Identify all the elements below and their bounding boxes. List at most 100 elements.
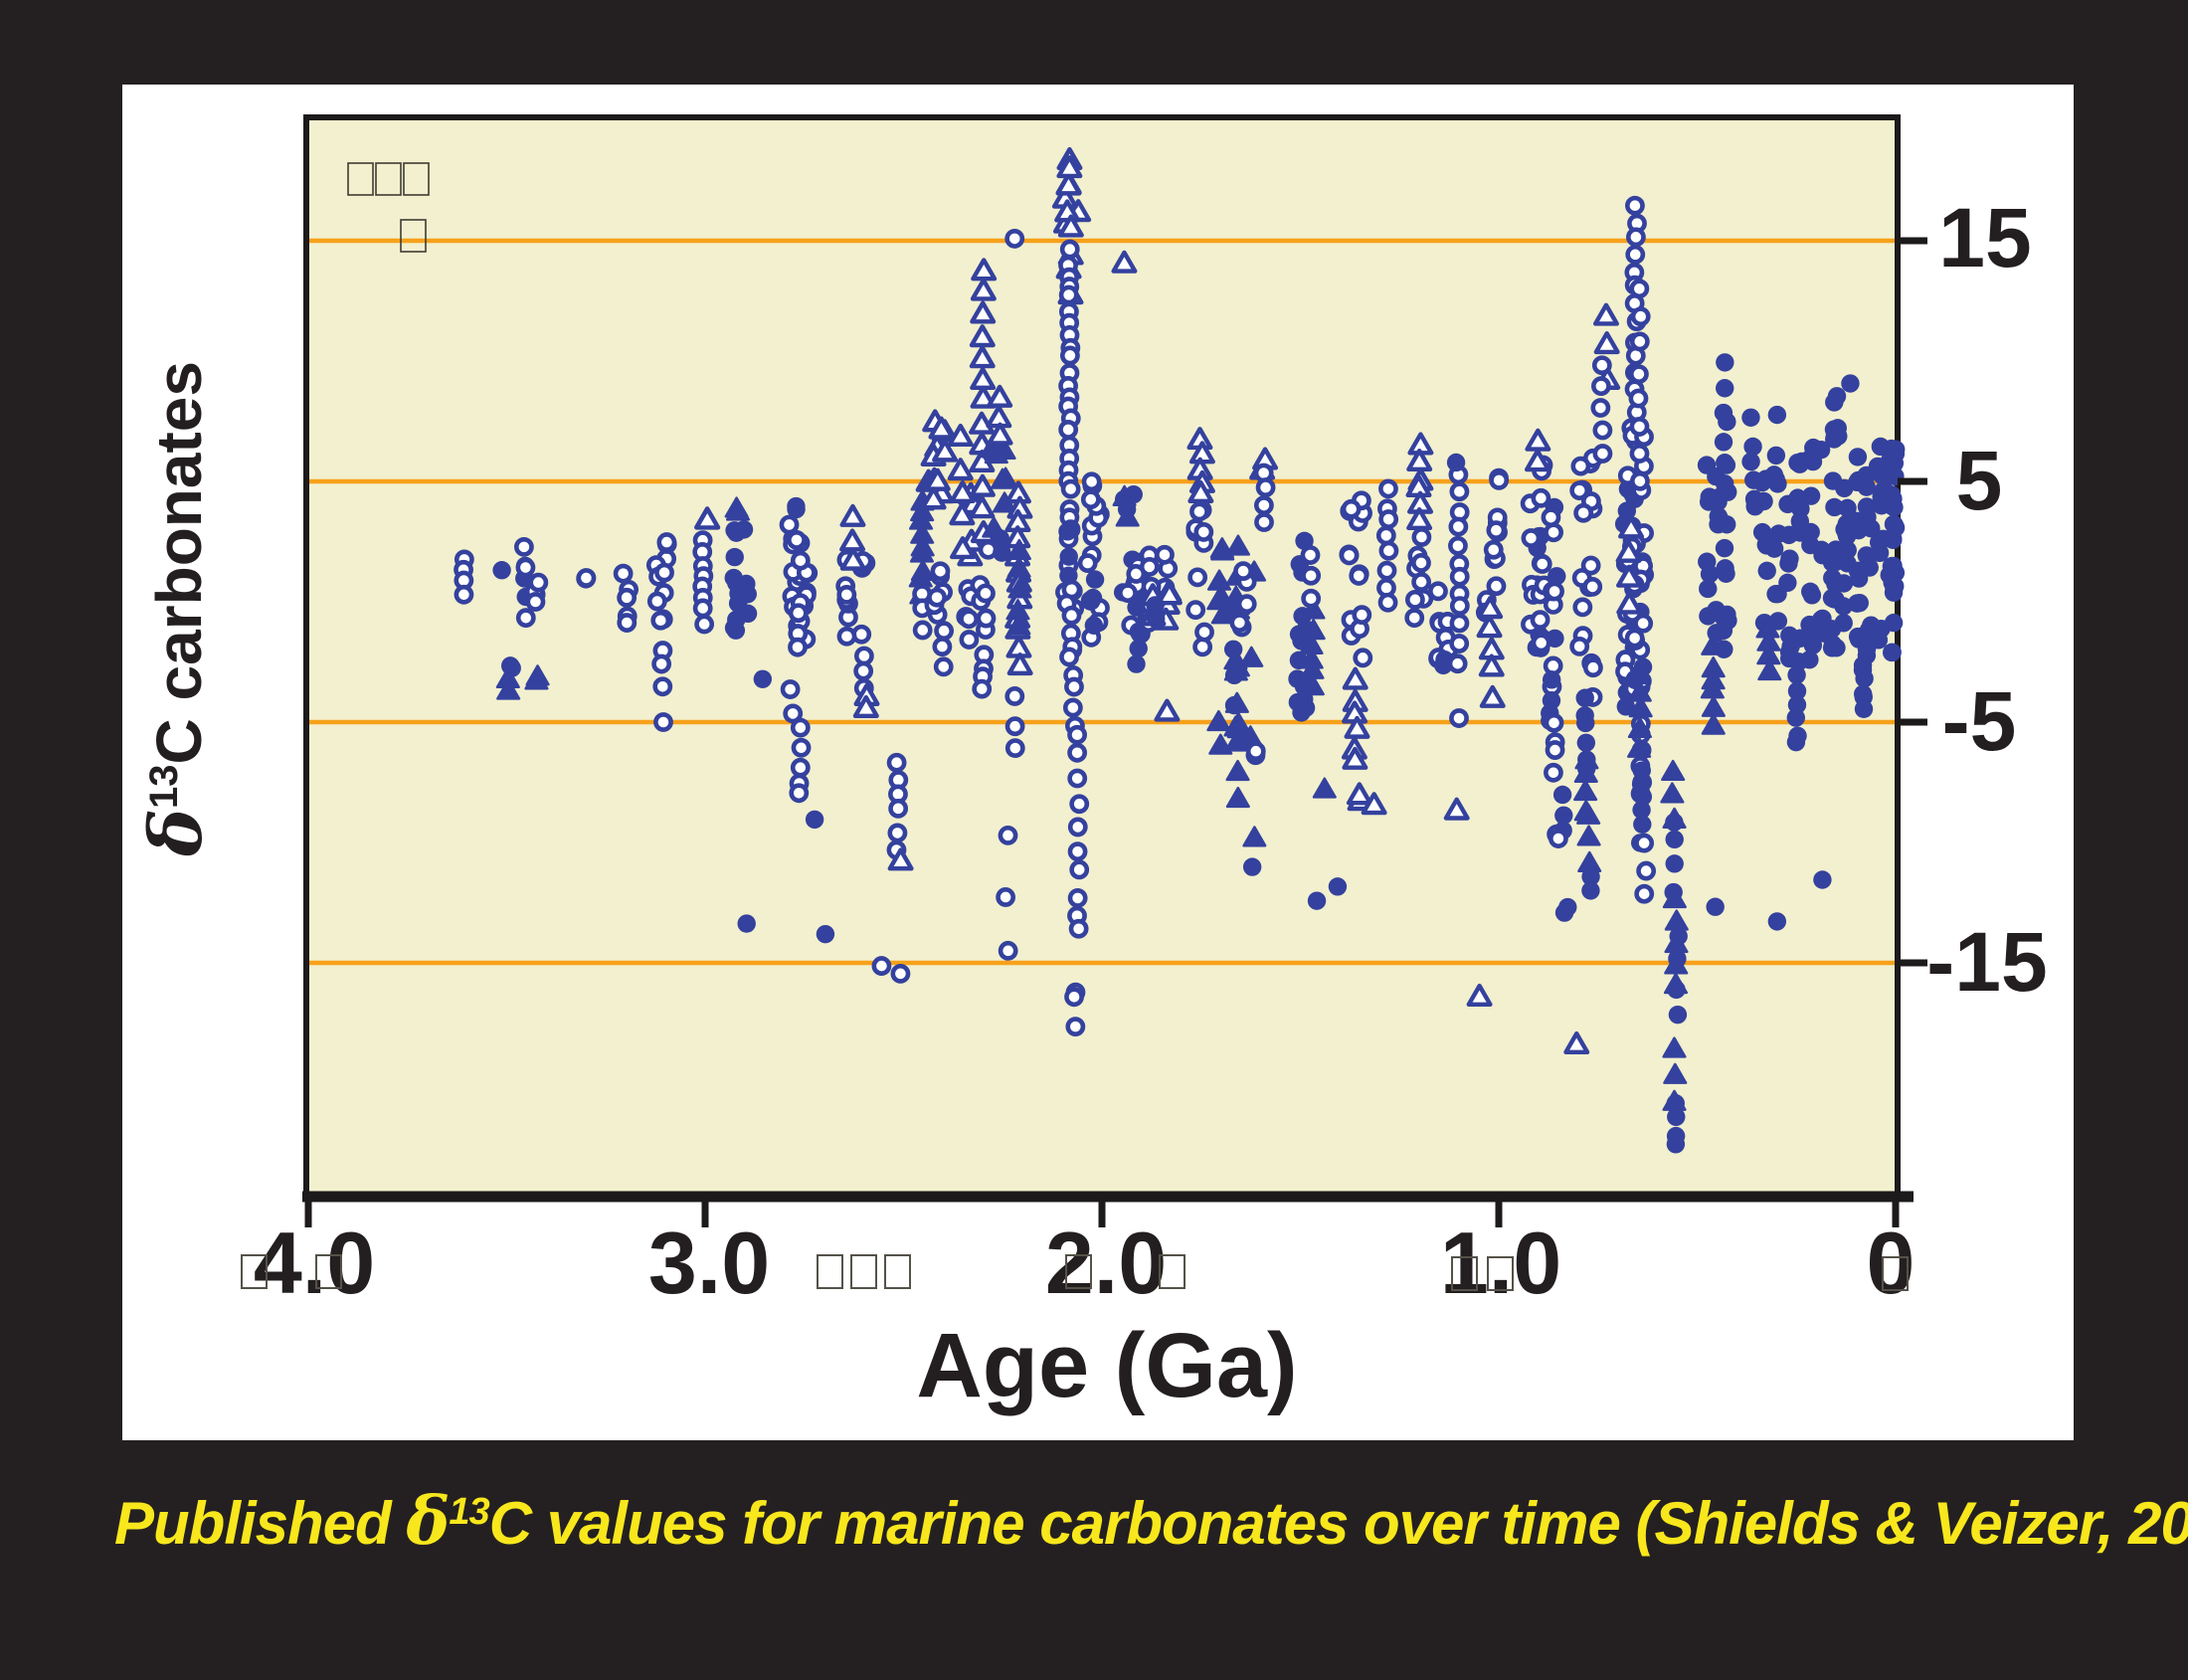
scatter-point-open-triangle bbox=[1055, 172, 1082, 196]
scatter-point-open-circle bbox=[1189, 501, 1209, 522]
scatter-point-filled-circle bbox=[991, 529, 1009, 548]
scatter-point-open-circle bbox=[788, 637, 808, 657]
scatter-point-filled-circle bbox=[1581, 867, 1600, 886]
scatter-point-filled-circle bbox=[1887, 440, 1906, 460]
scatter-point-open-triangle bbox=[970, 385, 997, 409]
scatter-point-filled-circle bbox=[1741, 408, 1760, 427]
scatter-point-filled-circle bbox=[1059, 566, 1078, 585]
scatter-point-filled-circle bbox=[1666, 1094, 1685, 1113]
scatter-point-filled-circle bbox=[1059, 547, 1078, 566]
scatter-point-open-circle bbox=[790, 717, 811, 738]
missing-glyph-box bbox=[1451, 1256, 1478, 1291]
scatter-point-open-circle bbox=[1636, 860, 1657, 881]
scatter-point-open-circle bbox=[513, 536, 534, 557]
scatter-point-open-circle bbox=[780, 679, 801, 699]
scatter-point-filled-circle bbox=[1668, 1005, 1688, 1025]
scatter-point-open-circle bbox=[1193, 522, 1214, 542]
scatter-point-open-circle bbox=[1352, 605, 1372, 626]
scatter-point-filled-circle bbox=[725, 547, 744, 567]
missing-glyph-box bbox=[400, 219, 427, 253]
scatter-point-open-circle bbox=[1634, 833, 1655, 853]
scatter-point-filled-circle bbox=[1058, 522, 1077, 541]
missing-glyph-box bbox=[375, 162, 402, 196]
scatter-point-open-circle bbox=[1624, 628, 1645, 649]
scatter-point-open-circle bbox=[1591, 355, 1612, 376]
scatter-point-open-triangle bbox=[1478, 653, 1505, 677]
scatter-point-open-circle bbox=[1378, 540, 1399, 561]
scatter-point-open-circle bbox=[1489, 469, 1510, 490]
y-tick-5: 5 bbox=[1956, 434, 2003, 527]
scatter-point-open-circle bbox=[1629, 417, 1650, 437]
scatter-point-open-circle bbox=[1139, 557, 1160, 577]
scatter-point-open-circle bbox=[1064, 676, 1084, 697]
scatter-point-filled-circle bbox=[1859, 621, 1879, 640]
scatter-point-filled-circle bbox=[1790, 455, 1809, 473]
scatter-point-open-circle bbox=[1236, 594, 1257, 615]
scatter-point-filled-triangle bbox=[725, 499, 751, 521]
scatter-point-filled-circle bbox=[1786, 708, 1806, 727]
scatter-point-open-circle bbox=[976, 608, 997, 629]
scatter-point-filled-circle bbox=[1714, 621, 1733, 641]
scatter-point-open-circle bbox=[1449, 708, 1469, 728]
scatter-point-filled-triangle bbox=[1225, 759, 1250, 782]
scatter-point-filled-circle bbox=[1552, 785, 1572, 805]
missing-glyph-box bbox=[1159, 1254, 1185, 1289]
scatter-point-filled-circle bbox=[1871, 437, 1891, 457]
scatter-point-open-circle bbox=[930, 561, 951, 582]
scatter-point-filled-circle bbox=[1665, 830, 1684, 849]
scatter-point-open-circle bbox=[933, 656, 954, 677]
scatter-point-open-triangle bbox=[1616, 591, 1643, 615]
scatter-point-open-circle bbox=[1067, 724, 1087, 745]
scatter-point-filled-circle bbox=[816, 924, 835, 944]
scatter-point-filled-circle bbox=[1858, 507, 1877, 527]
scatter-point-open-circle bbox=[1229, 613, 1250, 633]
scatter-point-open-triangle bbox=[920, 486, 947, 510]
scatter-point-open-circle bbox=[1629, 444, 1650, 464]
scatter-point-filled-circle bbox=[1699, 579, 1718, 599]
scatter-point-open-circle bbox=[1592, 444, 1613, 464]
missing-glyph-box bbox=[1487, 1256, 1514, 1291]
scatter-point-filled-triangle bbox=[1662, 807, 1687, 829]
scatter-point-filled-circle bbox=[1874, 529, 1893, 548]
scatter-point-open-circle bbox=[1081, 471, 1102, 492]
scatter-point-open-circle bbox=[1155, 544, 1175, 565]
scatter-point-open-circle bbox=[646, 591, 667, 612]
missing-glyph-box bbox=[1882, 1256, 1909, 1291]
scatter-point-open-circle bbox=[1626, 227, 1646, 248]
scatter-point-open-circle bbox=[1187, 567, 1208, 588]
scatter-point-filled-circle bbox=[1823, 568, 1842, 588]
scatter-point-open-circle bbox=[525, 592, 546, 612]
scatter-point-filled-circle bbox=[1706, 897, 1725, 916]
scatter-point-open-circle bbox=[1630, 306, 1651, 327]
scatter-point-filled-circle bbox=[1811, 440, 1831, 460]
scatter-point-open-circle bbox=[1569, 480, 1590, 501]
scatter-point-filled-triangle bbox=[1206, 709, 1231, 732]
scatter-point-open-circle bbox=[1067, 888, 1088, 908]
scatter-point-filled-circle bbox=[1581, 881, 1600, 900]
scatter-point-filled-circle bbox=[1716, 379, 1734, 398]
scatter-point-open-circle bbox=[1449, 481, 1470, 502]
scatter-point-filled-circle bbox=[1823, 635, 1843, 654]
scatter-point-filled-circle bbox=[1716, 454, 1734, 472]
scatter-point-open-circle bbox=[972, 678, 993, 699]
scatter-point-open-circle bbox=[1545, 581, 1564, 602]
scatter-point-open-circle bbox=[1449, 596, 1470, 616]
scatter-point-filled-circle bbox=[1787, 681, 1807, 700]
scatter-point-open-circle bbox=[1625, 244, 1646, 265]
scatter-point-open-circle bbox=[1059, 239, 1080, 260]
scatter-point-open-circle bbox=[790, 757, 811, 778]
scatter-point-open-circle bbox=[1339, 545, 1360, 566]
scatter-point-filled-circle bbox=[1884, 514, 1904, 534]
scatter-point-open-triangle bbox=[694, 506, 721, 530]
scatter-point-open-circle bbox=[1582, 576, 1603, 597]
scatter-point-filled-circle bbox=[1434, 655, 1453, 675]
scatter-point-filled-circle bbox=[1854, 699, 1874, 719]
scatter-point-open-circle bbox=[1532, 554, 1552, 574]
scatter-point-open-circle bbox=[1411, 553, 1431, 573]
scatter-point-filled-circle bbox=[1825, 393, 1844, 412]
x-tick-4.0: 4.0 bbox=[254, 1213, 375, 1312]
scatter-point-open-circle bbox=[1069, 794, 1090, 815]
scatter-point-filled-circle bbox=[1786, 732, 1806, 752]
scatter-point-filled-circle bbox=[1632, 801, 1651, 820]
